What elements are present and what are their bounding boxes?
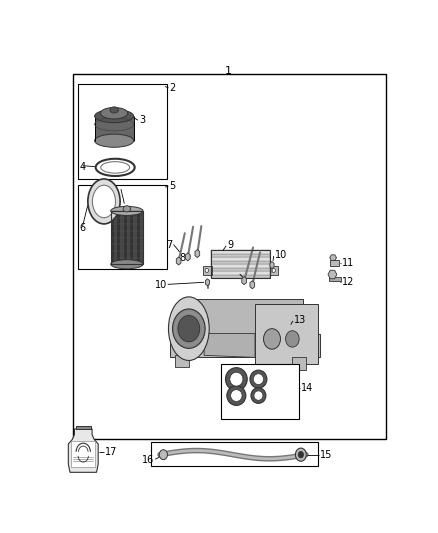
Ellipse shape <box>92 185 116 217</box>
Bar <box>211 274 270 278</box>
Bar <box>329 277 341 281</box>
Ellipse shape <box>251 388 266 403</box>
Circle shape <box>295 448 306 461</box>
Text: 11: 11 <box>342 258 354 268</box>
Text: 14: 14 <box>301 383 313 393</box>
Text: 5: 5 <box>170 181 176 191</box>
Circle shape <box>178 316 200 342</box>
Polygon shape <box>250 281 254 289</box>
Ellipse shape <box>111 260 143 269</box>
Circle shape <box>173 309 205 349</box>
Circle shape <box>159 450 167 459</box>
Bar <box>76 426 91 429</box>
Bar <box>130 211 133 264</box>
Ellipse shape <box>250 370 267 388</box>
Text: 17: 17 <box>105 447 117 457</box>
Bar <box>330 260 339 266</box>
Polygon shape <box>330 255 336 261</box>
Bar <box>95 116 134 141</box>
Ellipse shape <box>123 206 131 212</box>
Bar <box>120 211 124 264</box>
Bar <box>127 211 130 264</box>
Bar <box>71 441 95 467</box>
Bar <box>124 211 127 264</box>
Text: 7: 7 <box>166 239 173 249</box>
Ellipse shape <box>231 390 242 401</box>
Bar <box>211 251 270 254</box>
Polygon shape <box>195 249 200 257</box>
Bar <box>293 358 306 370</box>
Ellipse shape <box>226 368 247 391</box>
Bar <box>211 261 270 264</box>
Bar <box>270 266 278 275</box>
Text: 13: 13 <box>294 316 306 326</box>
Bar <box>137 211 140 264</box>
Polygon shape <box>185 253 190 261</box>
Text: 3: 3 <box>139 115 145 125</box>
Bar <box>211 257 270 261</box>
Bar <box>211 268 270 271</box>
Bar <box>211 264 270 268</box>
Bar <box>78 84 167 179</box>
Ellipse shape <box>95 109 134 123</box>
Bar <box>170 334 320 358</box>
Polygon shape <box>205 279 209 286</box>
Polygon shape <box>242 277 247 285</box>
Ellipse shape <box>95 134 134 147</box>
Bar <box>221 364 299 419</box>
Text: 10: 10 <box>155 280 167 290</box>
Circle shape <box>272 268 276 272</box>
Bar <box>78 185 167 269</box>
Ellipse shape <box>227 386 246 406</box>
Ellipse shape <box>253 374 264 385</box>
Text: 16: 16 <box>142 455 154 465</box>
Text: 4: 4 <box>79 161 85 172</box>
Text: 7: 7 <box>233 269 239 279</box>
Bar <box>211 251 270 278</box>
Bar <box>203 266 212 275</box>
Polygon shape <box>328 270 337 279</box>
Ellipse shape <box>110 107 118 113</box>
Circle shape <box>286 330 299 347</box>
Ellipse shape <box>230 372 243 386</box>
Text: 9: 9 <box>227 240 233 251</box>
Polygon shape <box>204 334 255 358</box>
Bar <box>111 211 114 264</box>
Ellipse shape <box>169 297 209 360</box>
Bar <box>211 254 270 257</box>
Polygon shape <box>270 262 274 269</box>
Ellipse shape <box>111 206 143 215</box>
Text: 1: 1 <box>224 66 231 76</box>
Circle shape <box>264 329 280 349</box>
Circle shape <box>298 451 304 458</box>
Bar <box>152 442 318 466</box>
Ellipse shape <box>101 161 130 173</box>
Bar <box>133 211 137 264</box>
Ellipse shape <box>88 179 120 224</box>
Polygon shape <box>177 257 181 265</box>
Ellipse shape <box>101 108 128 119</box>
Bar <box>140 211 143 264</box>
Bar <box>211 271 270 274</box>
Bar <box>117 211 120 264</box>
Text: 2: 2 <box>170 83 176 93</box>
Text: 6: 6 <box>79 223 85 233</box>
Bar <box>255 304 318 364</box>
Circle shape <box>205 268 208 272</box>
Text: 12: 12 <box>342 277 354 287</box>
Bar <box>175 356 189 367</box>
Polygon shape <box>68 429 98 472</box>
Text: 15: 15 <box>320 450 332 459</box>
Bar <box>111 211 143 264</box>
Ellipse shape <box>254 391 263 400</box>
Bar <box>74 74 386 440</box>
Text: 10: 10 <box>276 250 288 260</box>
Text: 8: 8 <box>179 253 185 263</box>
Bar <box>114 211 117 264</box>
Bar <box>187 298 303 334</box>
